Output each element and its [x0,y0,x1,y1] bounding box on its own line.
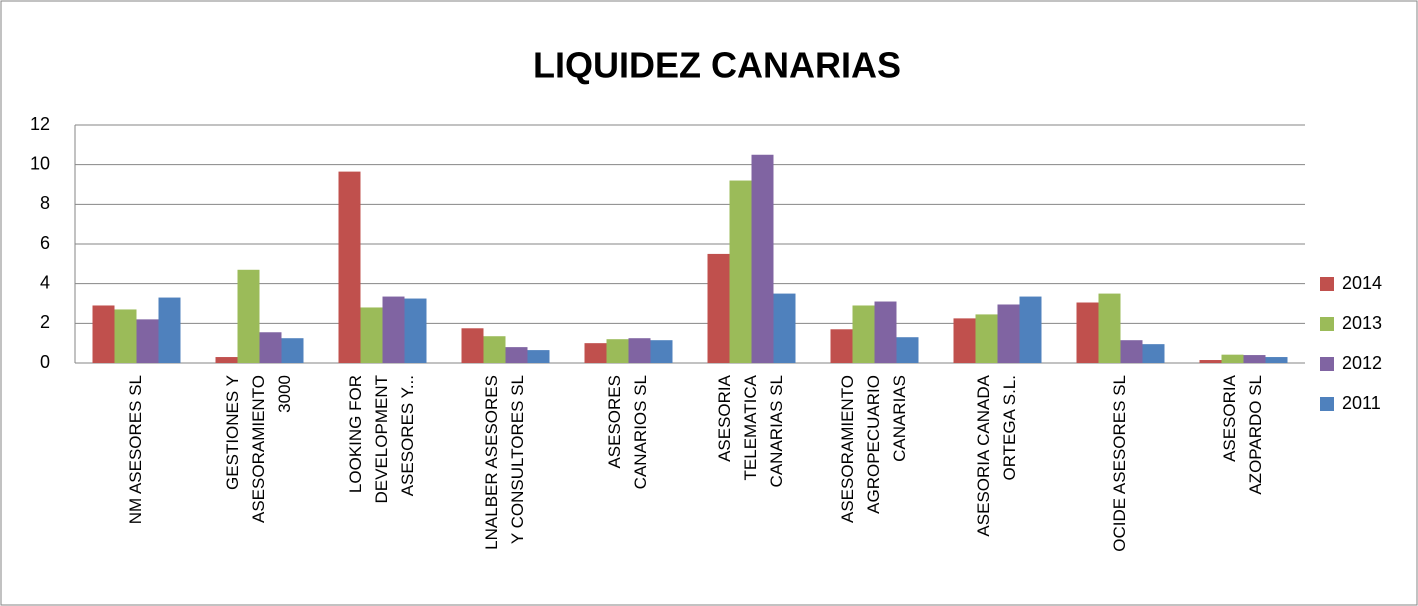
bar [1243,355,1266,363]
bar [114,309,137,363]
y-tick-label: 4 [40,272,50,292]
legend-label: 2014 [1342,273,1382,293]
bar [505,347,528,363]
bar [953,318,976,363]
x-tick-label: CANARIAS [890,375,909,462]
y-tick-label: 2 [40,312,50,332]
bar [237,269,260,363]
x-tick-label: Y CONSULTORES SL [508,375,527,544]
bar [281,338,304,363]
bar [1098,293,1121,363]
x-tick-label: ASESORIA CANADA [974,374,993,536]
x-tick-label: TELEMATICA [741,374,760,480]
bar [1265,357,1288,363]
bar [584,343,607,363]
x-tick-label: ASESORIA [715,374,734,462]
bar [1019,296,1042,363]
bar [773,293,796,363]
x-tick-label: ASESORES [605,375,624,469]
legend-label: 2011 [1342,393,1381,413]
bar [483,336,506,363]
x-tick-label: CANARIOS SL [631,375,650,489]
bar [338,171,361,363]
x-tick-label: AGROPECUARIO [864,375,883,514]
x-tick-label: AZOPARDO SL [1246,375,1265,495]
bar [259,332,282,363]
bar [997,304,1020,363]
bar [729,180,752,363]
bar [830,329,853,363]
bar [1199,360,1222,363]
bar [1076,302,1099,363]
chart-title: LIQUIDEZ CANARIAS [533,45,901,86]
x-tick-label: CANARIAS SL [767,375,786,487]
x-tick-label: ASESORAMIENTO [249,375,268,523]
bar [461,328,484,363]
bar [92,305,115,363]
bar [852,305,875,363]
bar [751,154,774,363]
x-tick-label: ORTEGA S.L. [1000,375,1019,481]
x-tick-label: ASESORAMIENTO [838,375,857,523]
x-tick-label: ASESORES Y... [398,375,417,496]
bar [382,296,405,363]
legend-swatch [1320,317,1334,331]
x-tick-label: DEVELOPMENT [372,375,391,503]
legend-swatch [1320,277,1334,291]
bar [1142,344,1165,363]
bar [874,301,897,363]
bar [1120,340,1143,363]
x-tick-label: ASESORIA [1220,374,1239,462]
bar [628,338,651,363]
bar [975,314,998,363]
x-tick-label: GESTIONES Y [223,375,242,490]
x-tick-label: NM ASESORES SL [126,375,145,524]
legend-label: 2013 [1342,313,1382,333]
bar [606,339,629,363]
legend-label: 2012 [1342,353,1382,373]
bar [158,297,181,363]
x-tick-label: LNALBER ASESORES [482,375,501,550]
bar [707,253,730,363]
bar [650,340,673,363]
y-tick-label: 0 [40,352,50,372]
x-tick-label: LOOKING FOR [346,375,365,493]
y-tick-label: 10 [30,153,50,173]
y-tick-label: 8 [40,193,50,213]
bar [360,307,383,363]
bar [404,298,427,363]
x-tick-label: 3000 [275,375,294,413]
bar [215,357,238,363]
legend-swatch [1320,357,1334,371]
x-tick-label: OCIDE ASESORES SL [1110,375,1129,552]
legend-swatch [1320,397,1334,411]
bar [896,337,919,363]
y-tick-label: 6 [40,233,50,253]
bar [1221,354,1244,363]
y-tick-label: 12 [30,114,50,134]
bar [527,350,550,363]
bar [136,319,159,363]
